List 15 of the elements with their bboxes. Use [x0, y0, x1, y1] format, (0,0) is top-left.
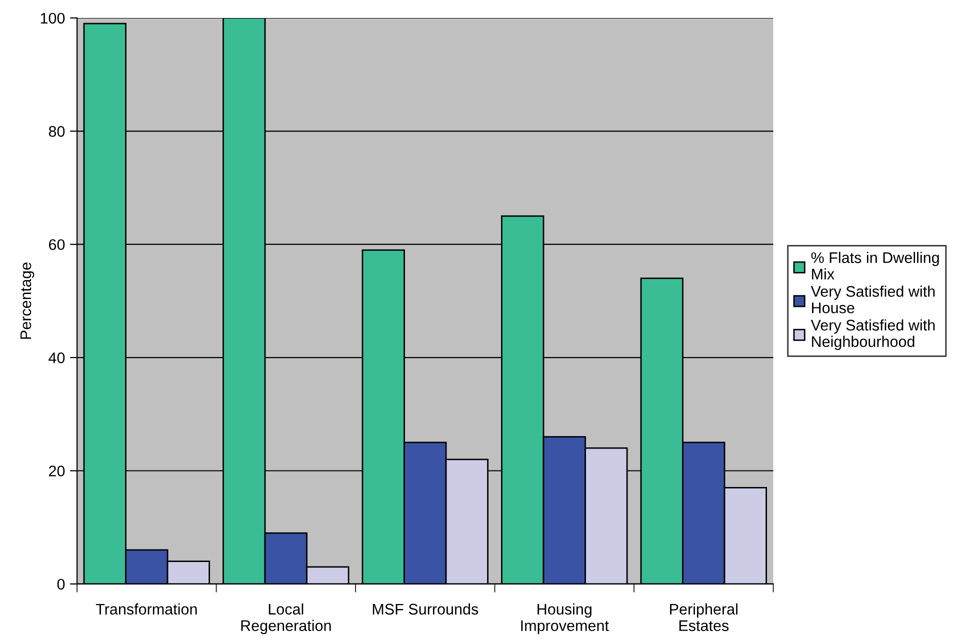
y-tick-label: 100: [40, 12, 65, 24]
y-axis-title: Percentage: [20, 262, 34, 339]
y-tick-label: 40: [48, 352, 65, 364]
y-tick-label: 20: [49, 466, 65, 476]
x-tick-label: MSF Surrounds: [372, 603, 478, 615]
x-tick-label: Local Regeneration: [241, 603, 331, 634]
x-tick-label: Housing Improvement: [521, 603, 609, 634]
y-tick-label: 60: [49, 239, 65, 250]
x-tick-label: Peripheral Estates: [670, 603, 738, 632]
legend-label: % Flats in Dwelling Mix: [811, 252, 939, 280]
y-tick-label: 0: [57, 578, 65, 590]
x-tick-label: Transformation: [96, 603, 197, 615]
y-tick-label: 80: [48, 126, 65, 137]
legend-label: Very Satisfied with Neighbourhood: [810, 319, 935, 350]
legend-label: Very Satisfied with House: [810, 286, 935, 314]
